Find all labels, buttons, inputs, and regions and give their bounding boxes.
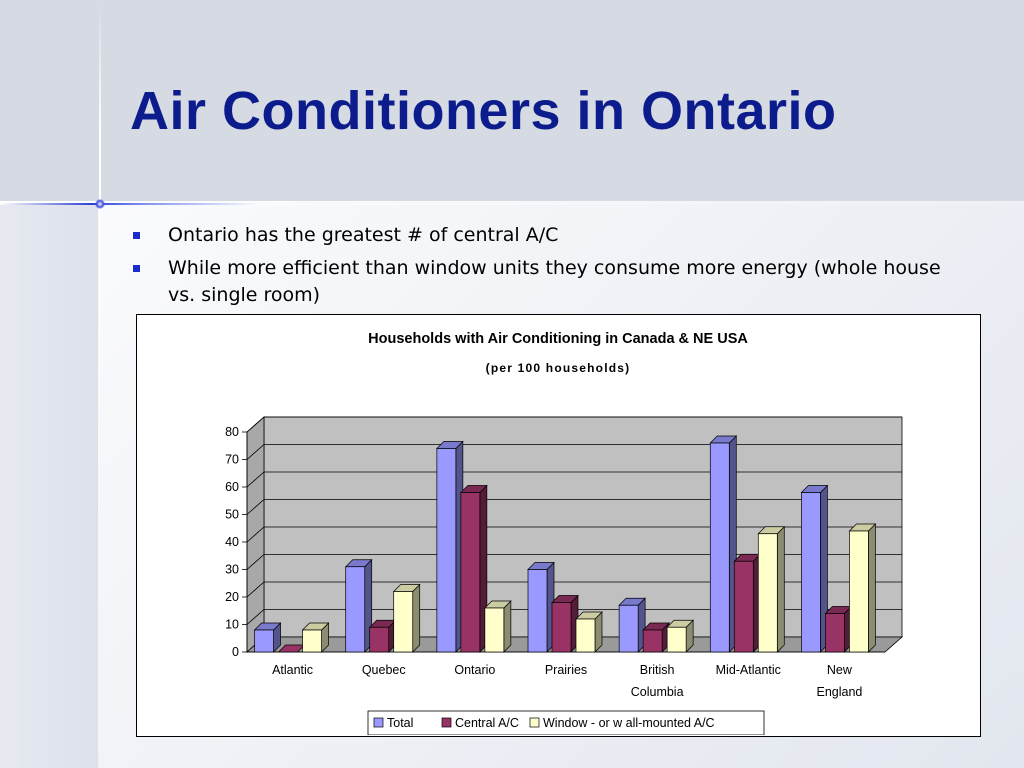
gridline <box>246 526 902 543</box>
bar <box>824 605 853 653</box>
x-tick-label: British <box>640 663 675 677</box>
x-tick-label: Ontario <box>454 663 495 677</box>
bar-front <box>551 602 572 653</box>
bar-chart: Households with Air Conditioning in Cana… <box>225 331 904 736</box>
bar-front <box>393 591 414 653</box>
square-bullet-icon <box>133 265 140 272</box>
gridline <box>246 416 902 433</box>
gridline <box>246 609 902 625</box>
bar <box>551 594 579 653</box>
x-tick-label: Quebec <box>362 663 406 677</box>
legend-swatch <box>441 717 452 728</box>
bar <box>368 619 397 653</box>
legend-swatch <box>373 717 384 728</box>
bar-front <box>733 560 754 653</box>
x-tick-label: Columbia <box>631 685 684 699</box>
bar-front <box>575 618 596 653</box>
bar <box>618 597 646 653</box>
y-tick-label: 80 <box>225 425 239 439</box>
legend-swatch <box>529 717 540 728</box>
chart-container: Households with Air Conditioning in Cana… <box>136 314 981 737</box>
y-tick-label: 0 <box>232 645 239 659</box>
x-tick-label: New <box>827 663 853 677</box>
bar <box>666 619 694 653</box>
bar <box>733 553 762 653</box>
y-tick-label: 50 <box>225 508 239 522</box>
bar-front <box>709 442 730 653</box>
bar <box>757 525 786 653</box>
legend-label: Window - or w all-mounted A/C <box>543 716 715 730</box>
bar <box>848 523 877 653</box>
bar-side <box>412 583 421 653</box>
bar <box>484 600 512 653</box>
sparkle-line-horizontal <box>0 203 260 205</box>
bar <box>642 622 670 653</box>
bullet-text: Ontario has the greatest # of central A/… <box>168 224 559 246</box>
bar-front <box>345 566 366 653</box>
bar <box>527 561 555 653</box>
bar <box>460 484 488 653</box>
bar-front <box>618 604 639 653</box>
bar-front <box>527 569 548 653</box>
bar <box>344 558 373 653</box>
bar-front <box>369 626 390 653</box>
y-tick-label: 70 <box>225 453 239 467</box>
page-title: Air Conditioners in Ontario <box>130 81 837 141</box>
y-tick-label: 20 <box>225 590 239 604</box>
sparkle-star-icon <box>95 199 105 209</box>
chart-subtitle: (per 100 households) <box>486 361 631 375</box>
bar-front <box>302 629 322 653</box>
x-tick-label: Mid-Atlantic <box>716 663 781 677</box>
y-tick-label: 60 <box>225 480 239 494</box>
bar-front <box>460 492 481 653</box>
bullet-text: While more efficient than window units t… <box>168 257 941 306</box>
bar <box>709 435 738 653</box>
bar-front <box>801 492 821 653</box>
bar <box>253 622 282 653</box>
plot-area: 0 10 20 30 40 50 60 70 80 Atlantic Quebec Ontario Pr… <box>225 416 904 699</box>
legend: Total Central A/C Window - or w all-mounte… <box>367 710 765 736</box>
bar <box>392 583 421 653</box>
gridline <box>246 581 902 598</box>
bar <box>800 484 829 653</box>
bar-front <box>484 607 505 653</box>
gridline <box>246 471 902 488</box>
gridline <box>246 444 902 460</box>
x-tick-label: Prairies <box>545 663 587 677</box>
bullet-item: Ontario has the greatest # of central A/… <box>133 222 973 249</box>
title-band <box>0 0 1024 205</box>
x-tick-label: Atlantic <box>272 663 313 677</box>
square-bullet-icon <box>133 232 140 239</box>
y-tick-label: 10 <box>225 618 239 632</box>
bar <box>301 622 330 653</box>
x-tick-label: England <box>816 685 862 699</box>
bar <box>436 440 464 653</box>
legend-label: Total <box>387 716 413 730</box>
bar-front <box>666 626 687 653</box>
bar-front <box>849 530 869 653</box>
bullet-item: While more efficient than window units t… <box>133 255 973 309</box>
bar-front <box>254 629 274 653</box>
sparkle-line-vertical <box>99 0 101 440</box>
chart-title: Households with Air Conditioning in Cana… <box>368 331 748 347</box>
gridline <box>246 499 902 515</box>
bar-side <box>776 525 785 653</box>
bullet-list: Ontario has the greatest # of central A/… <box>133 222 973 315</box>
bar-front <box>642 629 663 653</box>
legend-box <box>367 710 765 736</box>
gridline <box>246 554 902 570</box>
bar-front <box>436 448 457 653</box>
bar-side <box>503 600 512 653</box>
y-tick-label: 40 <box>225 535 239 549</box>
bar-side <box>868 523 876 653</box>
y-tick-label: 30 <box>225 563 239 577</box>
bar-front <box>825 613 845 653</box>
bar-front <box>757 533 778 653</box>
bar <box>575 611 603 653</box>
legend-label: Central A/C <box>455 716 519 730</box>
